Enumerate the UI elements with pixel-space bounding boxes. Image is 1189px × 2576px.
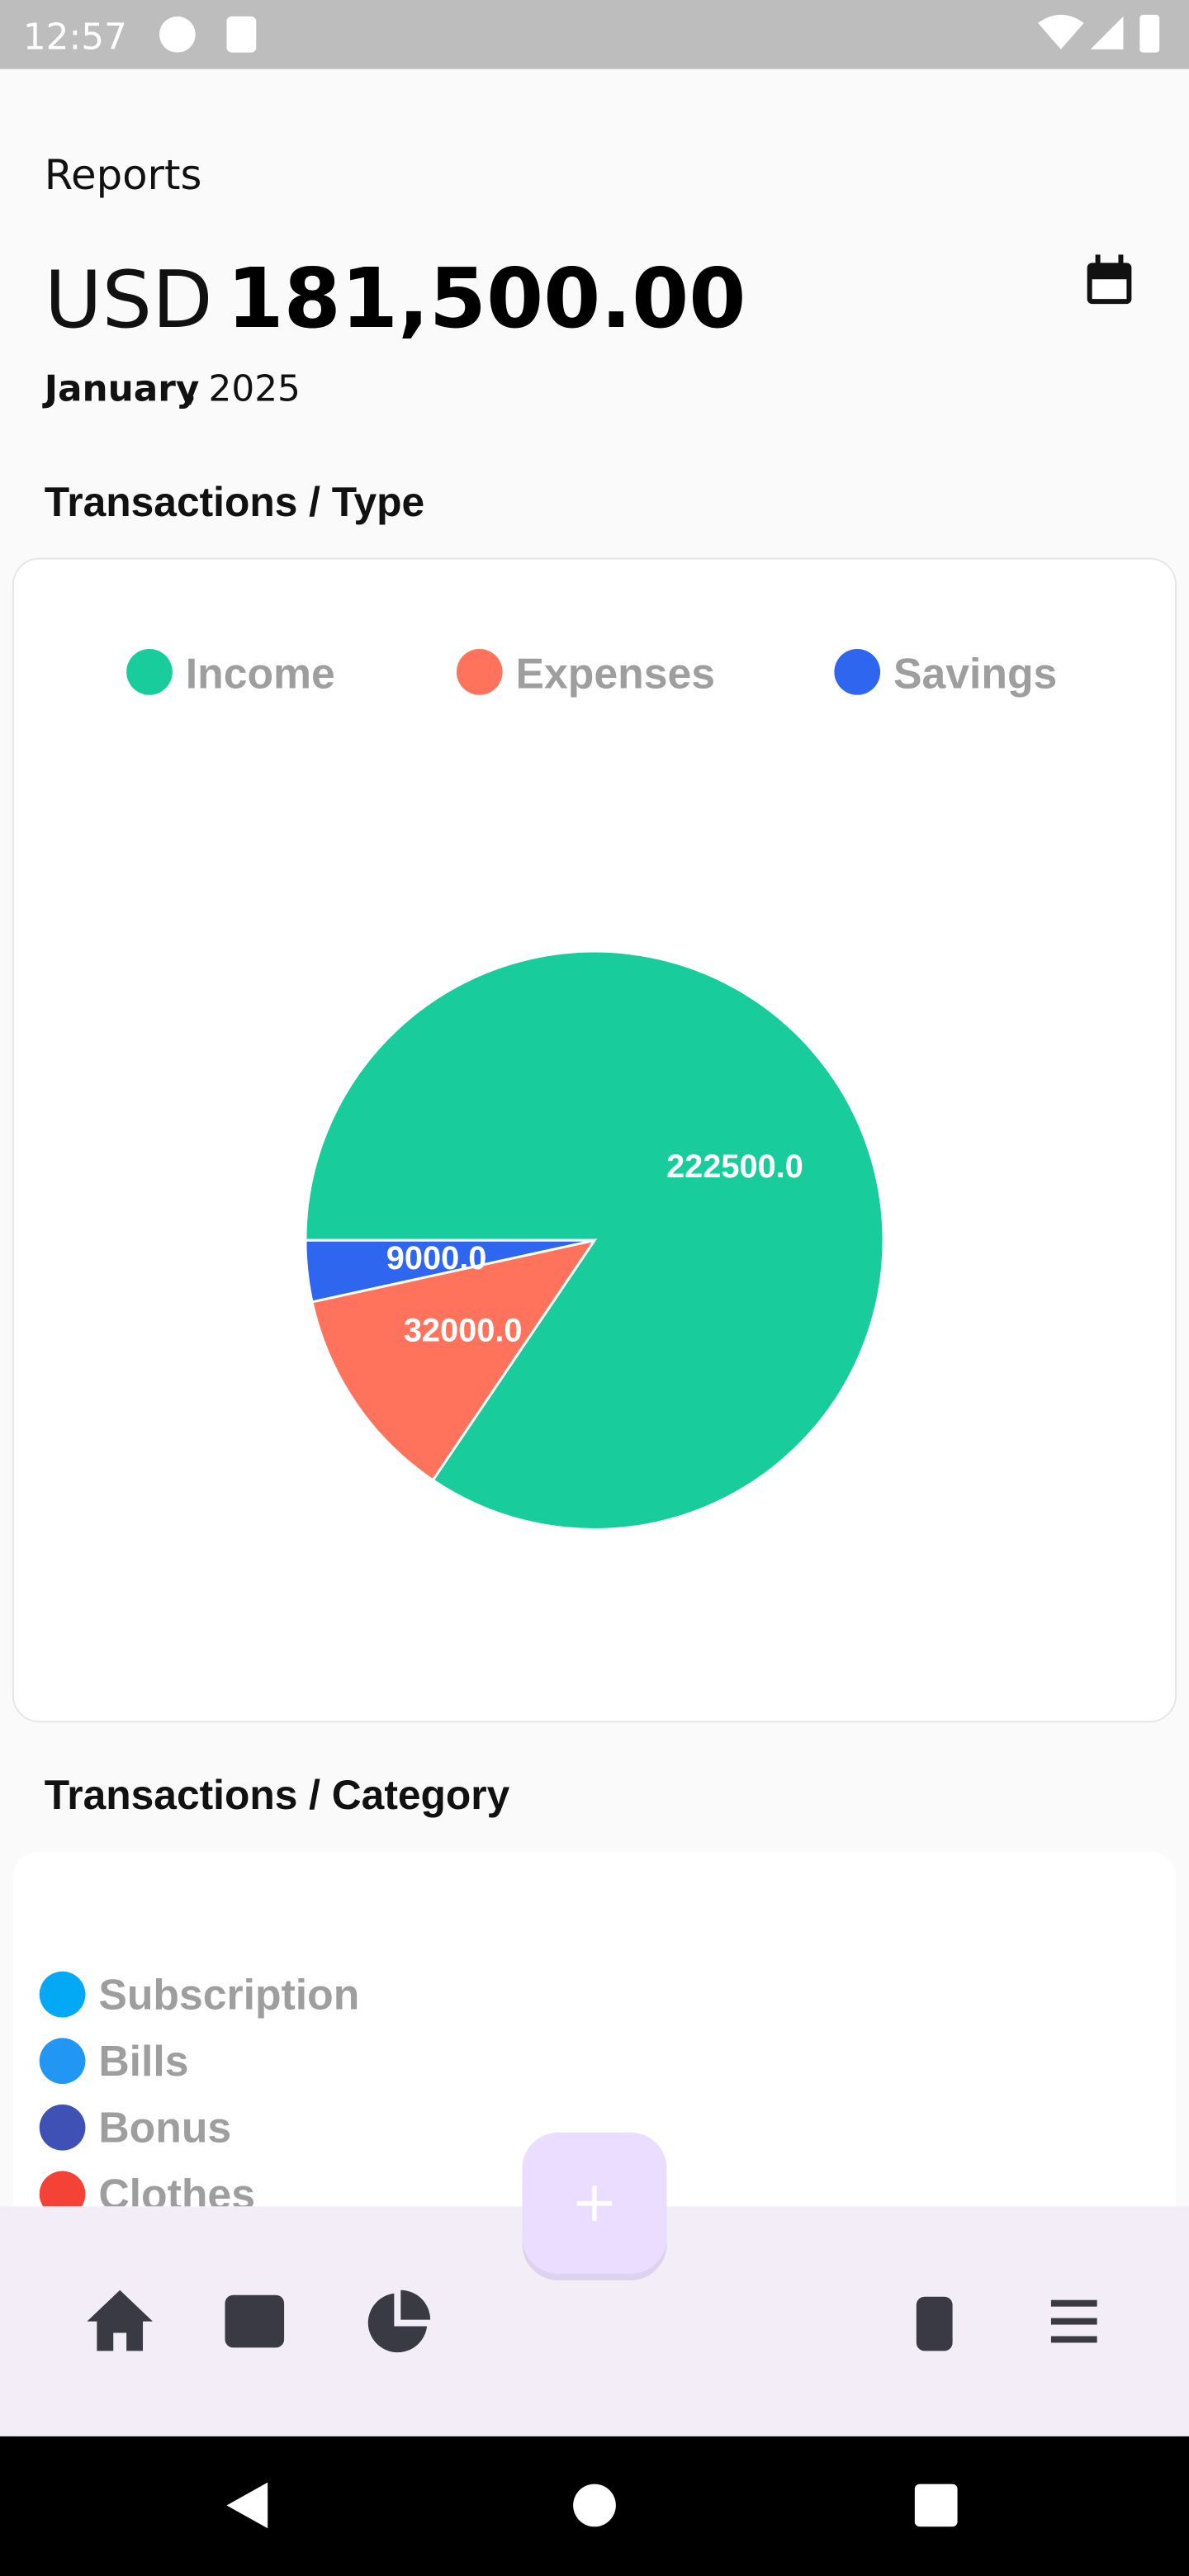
status-icon [159, 16, 196, 53]
section-title: Transactions / Category [45, 1772, 510, 1818]
nav-reports[interactable] [367, 2293, 428, 2353]
home-button[interactable] [573, 2484, 616, 2527]
calendar-button[interactable] [1087, 254, 1132, 305]
nav-home[interactable] [87, 2290, 153, 2351]
month: January [42, 368, 200, 410]
total-amount: 181,500.00 [226, 252, 746, 347]
legend-label: Expenses [516, 650, 715, 698]
calendar-icon[interactable] [1095, 254, 1101, 268]
category-marker [39, 2104, 86, 2151]
fab[interactable]: + [522, 2132, 667, 2280]
legend-marker [126, 648, 173, 695]
nav-savings[interactable] [916, 2296, 953, 2351]
category-marker [39, 2038, 86, 2085]
year: , 2025 [186, 368, 301, 410]
home-icon[interactable] [87, 2290, 153, 2351]
legend-marker [456, 648, 503, 695]
nav-wallet[interactable] [225, 2294, 285, 2348]
legend-label: Savings [893, 650, 1057, 698]
legend-marker [834, 648, 881, 695]
status-icon [226, 16, 257, 53]
nav-menu[interactable] [1050, 2318, 1097, 2325]
nav-reports[interactable] [400, 2290, 431, 2320]
status-bar [0, 0, 1189, 69]
calendar-icon[interactable] [1092, 279, 1127, 300]
status-time: 12:57 [23, 17, 127, 59]
category-marker [39, 1971, 86, 2018]
nav-menu[interactable] [1050, 2299, 1097, 2307]
category-label: Bills [98, 2037, 188, 2085]
back-button[interactable] [226, 2482, 268, 2529]
category-marker [39, 2171, 86, 2218]
currency: USD [45, 253, 213, 346]
category-label: Subscription [98, 1971, 359, 2019]
wifi-icon [1038, 14, 1084, 50]
section-title: Transactions / Type [45, 479, 424, 525]
page-title: Reports [45, 151, 202, 199]
pie-slice [310, 1238, 598, 1482]
fab-button[interactable] [522, 2132, 667, 2274]
fab-label[interactable]: + [571, 2169, 618, 2234]
slice-label: 32000.0 [404, 1312, 523, 1348]
recents-button[interactable] [914, 2484, 958, 2527]
slice-label: 9000.0 [386, 1240, 487, 1276]
calendar-icon[interactable] [1118, 254, 1124, 268]
slice-label: 222500.0 [666, 1148, 803, 1185]
battery-icon [1139, 14, 1160, 53]
legend-label: Income [186, 650, 335, 698]
category-label: Bonus [98, 2104, 231, 2152]
pie-slice [304, 1238, 595, 1304]
nav-menu[interactable] [1050, 2336, 1097, 2343]
